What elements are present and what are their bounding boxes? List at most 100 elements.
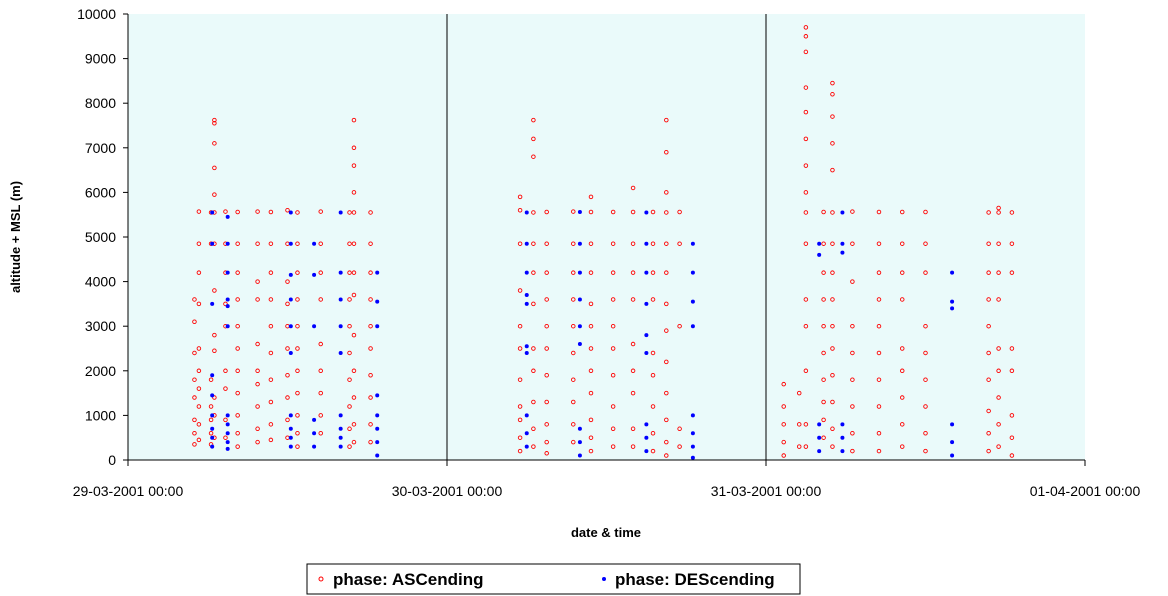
ascending-point (996, 346, 1001, 351)
ascending-point (517, 207, 523, 213)
ascending-point (351, 241, 357, 246)
ascending-point (899, 297, 905, 302)
y-tick-label: 5000 (85, 229, 116, 245)
descending-point (577, 241, 582, 246)
descending-point (225, 413, 230, 418)
ascending-point (996, 205, 1001, 211)
ascending-point (650, 297, 656, 302)
ascending-point (821, 435, 826, 440)
ascending-point (876, 377, 882, 382)
ascending-point (571, 209, 576, 214)
ascending-point (986, 323, 991, 329)
descending-point (817, 252, 822, 257)
descending-point (225, 304, 230, 309)
ascending-point (850, 279, 855, 284)
ascending-point (517, 377, 523, 382)
ascending-point (630, 444, 636, 449)
ascending-point (255, 209, 260, 214)
descending-point (690, 270, 695, 275)
legend-marker-descending (602, 577, 606, 581)
ascending-point (208, 404, 214, 409)
ascending-point (318, 241, 323, 246)
ascending-point (1009, 435, 1015, 440)
ascending-point (268, 323, 274, 329)
legend-marker-ascending (318, 576, 324, 582)
ascending-point (255, 279, 260, 284)
descending-point (375, 393, 380, 398)
ascending-point (986, 241, 991, 246)
ascending-point (347, 404, 352, 409)
descending-point (644, 241, 649, 246)
ascending-point (876, 323, 882, 329)
ascending-point (781, 404, 786, 409)
ascending-point (212, 141, 217, 146)
descending-point (338, 270, 343, 275)
ascending-point (196, 241, 202, 246)
descending-point (524, 444, 529, 449)
ascending-point (571, 270, 576, 275)
descending-point (312, 324, 317, 329)
descending-point (950, 440, 955, 445)
descending-point (524, 301, 529, 306)
ascending-point (1009, 413, 1015, 418)
ascending-point (208, 377, 214, 382)
descending-point (817, 449, 822, 454)
ascending-point (588, 301, 594, 307)
descending-point (225, 440, 230, 445)
descending-point (950, 422, 955, 427)
ascending-point (588, 435, 594, 440)
ascending-point (664, 390, 669, 396)
ascending-point (235, 444, 240, 449)
ascending-point (368, 422, 373, 427)
ascending-point (285, 373, 290, 378)
descending-point (690, 455, 695, 460)
descending-point (338, 210, 343, 215)
ascending-point (850, 404, 855, 409)
ascending-point (571, 323, 576, 329)
ascending-point (351, 145, 357, 151)
ascending-point (830, 444, 835, 449)
ascending-point (268, 241, 274, 246)
ascending-point (588, 323, 594, 329)
series-ascending (192, 25, 1015, 458)
ascending-point (899, 422, 905, 427)
legend: phase: ASCending phase: DEScending (306, 563, 801, 595)
y-tick-label: 1000 (85, 407, 116, 423)
ascending-point (255, 426, 260, 432)
ascending-point (850, 377, 855, 382)
ascending-point (677, 241, 682, 246)
ascending-point (1009, 241, 1015, 246)
ascending-point (986, 270, 991, 275)
ascending-point (285, 395, 290, 400)
ascending-point (318, 430, 323, 436)
ascending-point (850, 209, 855, 214)
descending-point (375, 413, 380, 418)
ascending-point (531, 346, 536, 351)
ascending-point (368, 323, 373, 329)
descending-point (312, 431, 317, 436)
ascending-point (630, 341, 636, 347)
x-tick-label: 29-03-2001 00:00 (73, 483, 184, 499)
ascending-point (630, 241, 636, 246)
ascending-point (850, 448, 855, 454)
descending-point (950, 270, 955, 275)
ascending-point (1009, 210, 1015, 215)
ascending-point (796, 390, 802, 396)
ascending-point (610, 241, 616, 246)
x-tick-label: 01-04-2001 00:00 (1030, 483, 1141, 499)
descending-point (338, 350, 343, 355)
ascending-point (212, 192, 217, 197)
ascending-point (212, 117, 217, 123)
ascending-point (351, 117, 357, 123)
ascending-point (923, 404, 928, 409)
legend-label-ascending: phase: ASCending (333, 570, 484, 589)
ascending-point (285, 301, 290, 307)
ascending-point (899, 368, 905, 374)
ascending-point (347, 426, 352, 432)
ascending-point (899, 270, 905, 275)
ascending-point (192, 442, 197, 447)
ascending-point (347, 297, 352, 302)
ascending-point (192, 430, 197, 436)
axes (123, 13, 1086, 466)
